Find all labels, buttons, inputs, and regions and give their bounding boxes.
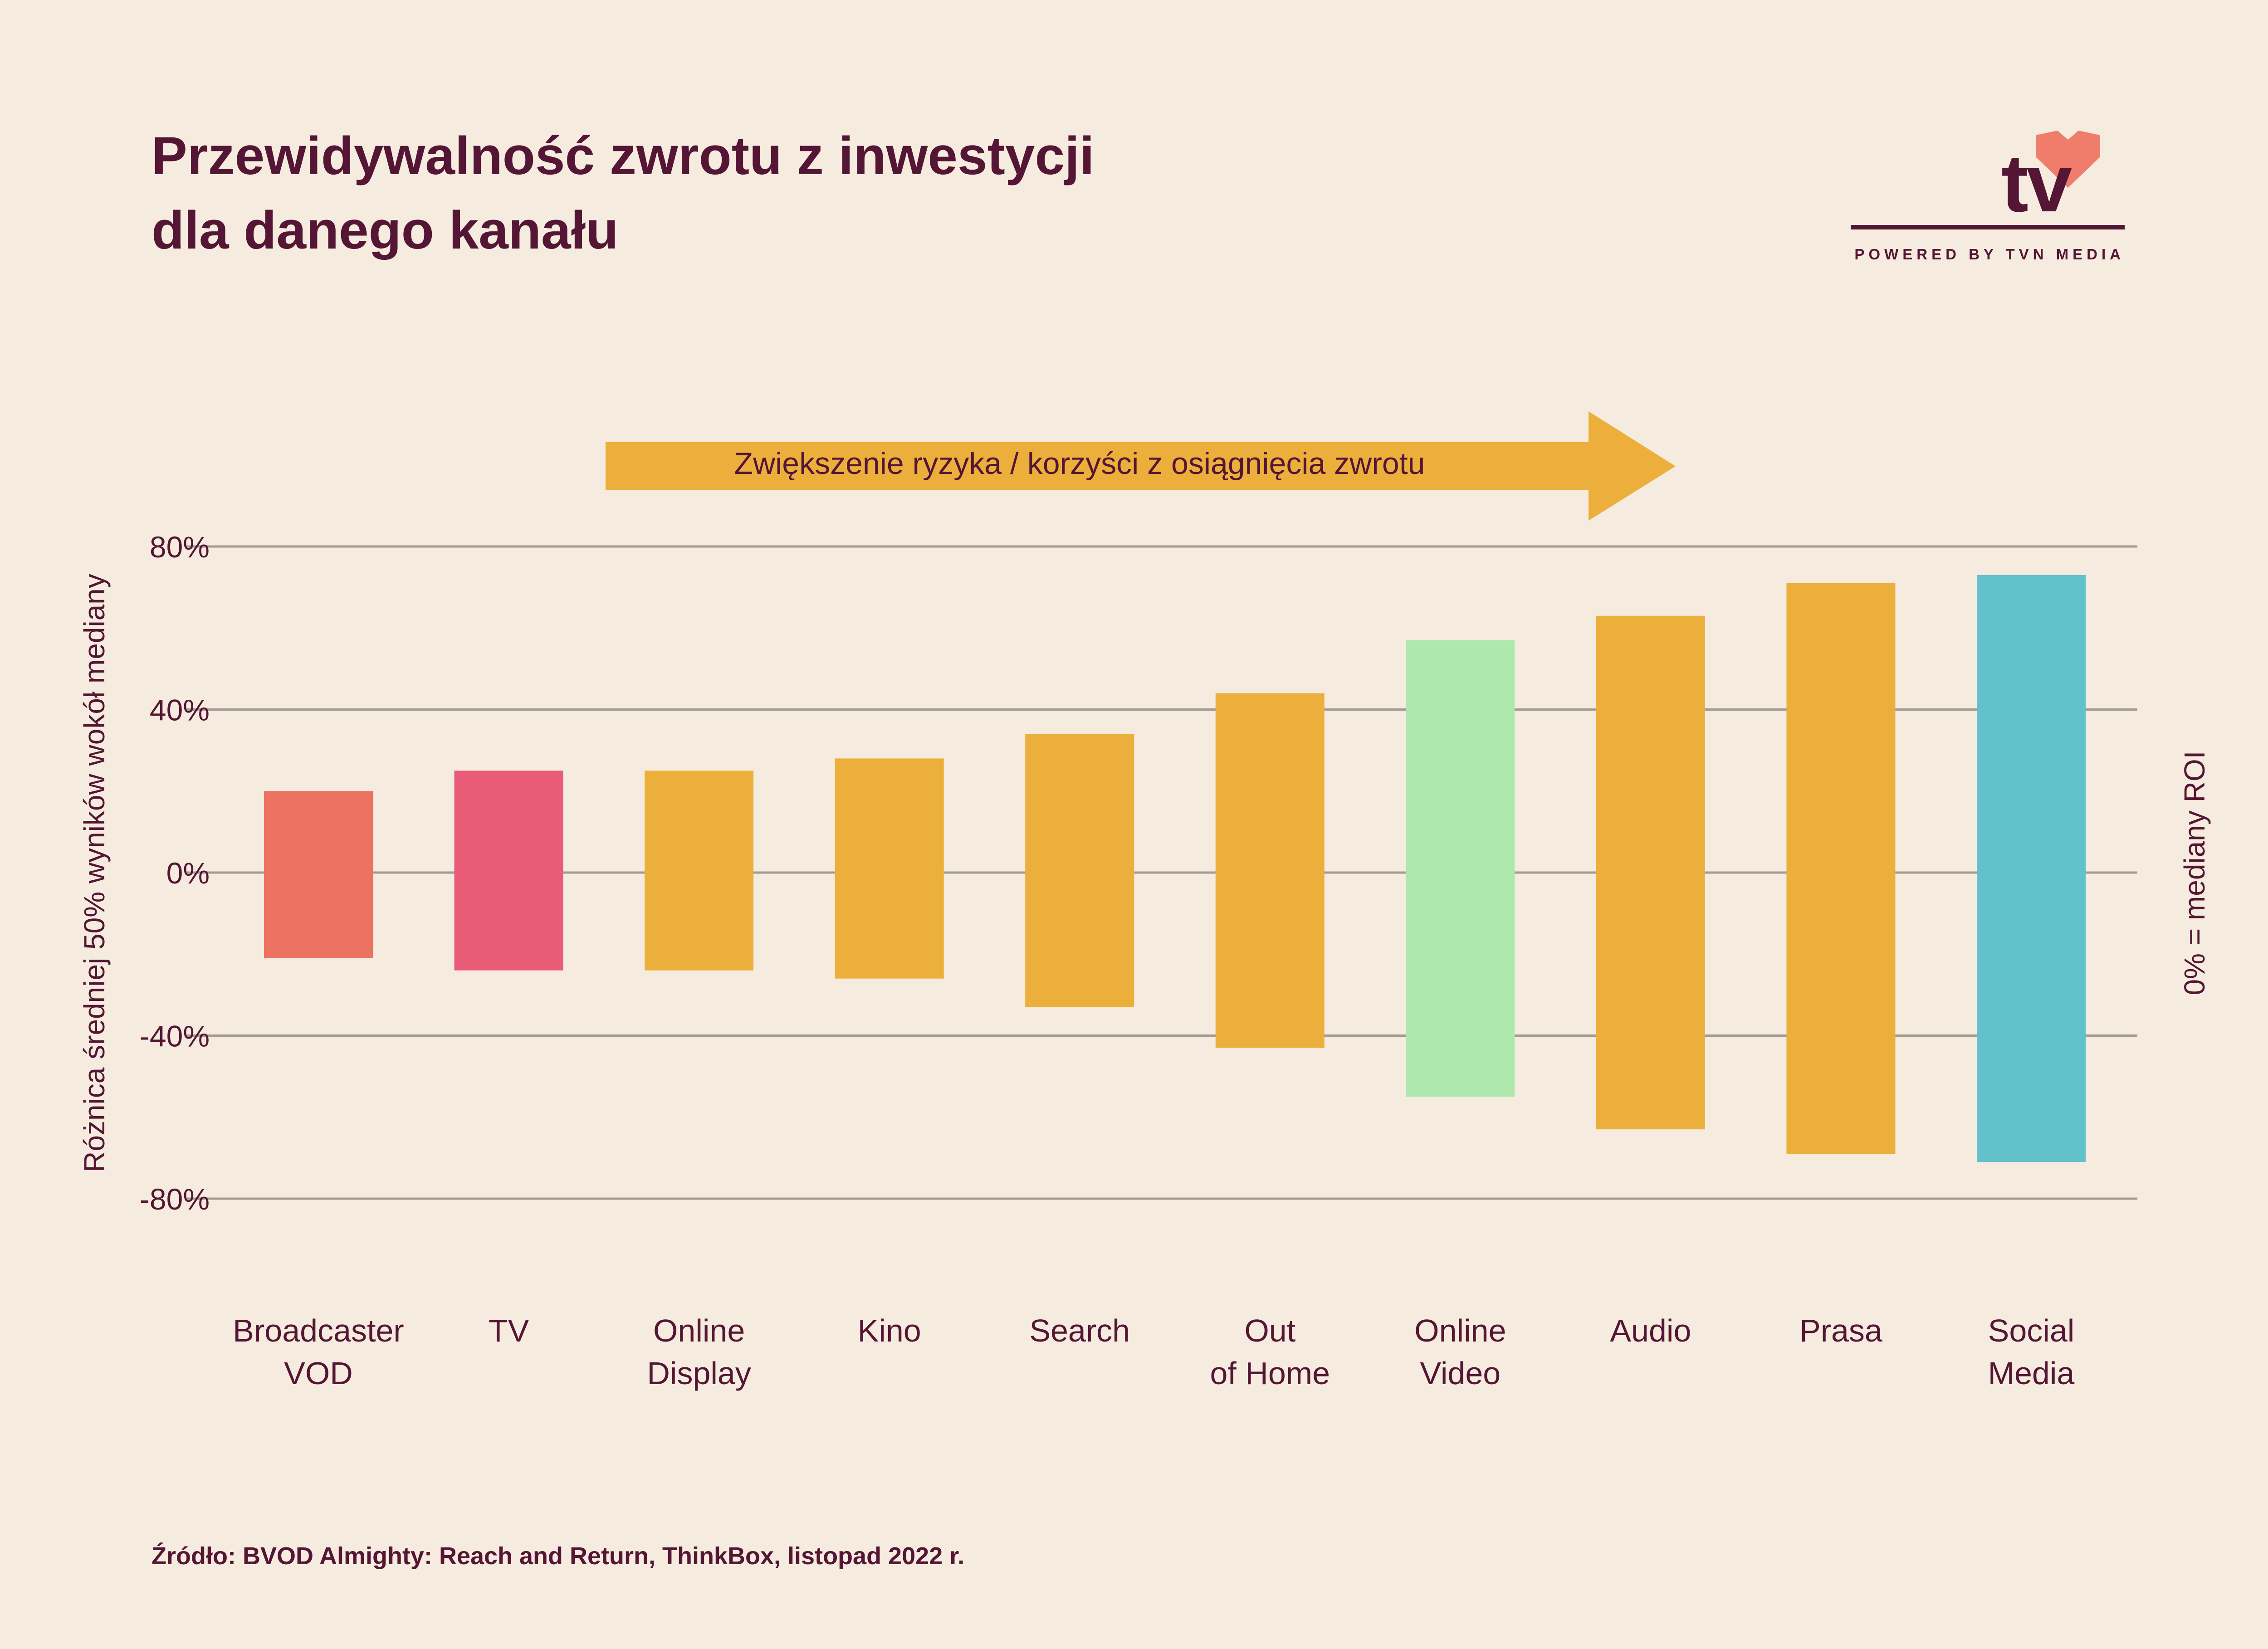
category-label: Kino (858, 1313, 921, 1348)
chart-title-line-2: dla danego kanału (152, 200, 619, 260)
category-label: Audio (1610, 1313, 1691, 1348)
category-label: Search (1029, 1313, 1130, 1348)
logo-divider (1851, 225, 2125, 229)
category-label: Social Media (1988, 1313, 2075, 1391)
category-label: Online Video (1414, 1313, 1506, 1391)
range-bar (1215, 693, 1325, 1048)
x-axis-labels: Broadcaster VOD TV Online Display Kino Search O… (233, 1313, 2074, 1391)
range-bar (454, 771, 563, 971)
range-bar (1786, 583, 1896, 1154)
y-axis-label: Różnica średniej 50% wyników wokół media… (78, 574, 111, 1172)
risk-arrow: Zwiększenie ryzyka / korzyści z osiągnię… (606, 411, 1676, 521)
range-bar (1596, 615, 1705, 1130)
y-tick-label: 80% (150, 530, 210, 564)
range-bar (1406, 640, 1515, 1097)
chart-title: Przewidywalność zwrotu z inwestycji dla … (152, 119, 1331, 268)
source-note: Źródło: BVOD Almighty: Reach and Return,… (152, 1542, 965, 1570)
risk-arrow-label: Zwiększenie ryzyka / korzyści z osiągnię… (734, 446, 1425, 481)
chart-title-line-1: Przewidywalność zwrotu z inwestycji (152, 126, 1095, 186)
logo-wordmark: tv (2001, 138, 2072, 229)
y-tick-label: 0% (166, 856, 210, 890)
range-bar (835, 758, 944, 979)
range-bar (264, 791, 373, 958)
y-tick-label: -80% (140, 1182, 210, 1216)
risk-arrow-shape (606, 411, 1676, 521)
y-axis-ticks: 80% 40% 0% -40% -80% (140, 530, 210, 1216)
heart-icon (2036, 131, 2100, 188)
range-bar (1025, 734, 1134, 1007)
category-label: Prasa (1799, 1313, 1882, 1348)
y-tick-label: 40% (150, 693, 210, 727)
range-bar (1977, 575, 2086, 1162)
range-bar (645, 771, 754, 971)
category-label: TV (489, 1313, 529, 1348)
category-label: Out of Home (1210, 1313, 1330, 1391)
bars (264, 575, 2086, 1162)
y-tick-label: -40% (140, 1020, 210, 1053)
category-label: Online Display (647, 1313, 751, 1391)
tv-logo: tv POWERED BY TVN MEDIA (1851, 122, 2125, 268)
right-axis-note: 0% = mediany ROI (2178, 751, 2211, 995)
logo-tagline: POWERED BY TVN MEDIA (1854, 246, 2125, 263)
category-label: Broadcaster VOD (233, 1313, 404, 1391)
